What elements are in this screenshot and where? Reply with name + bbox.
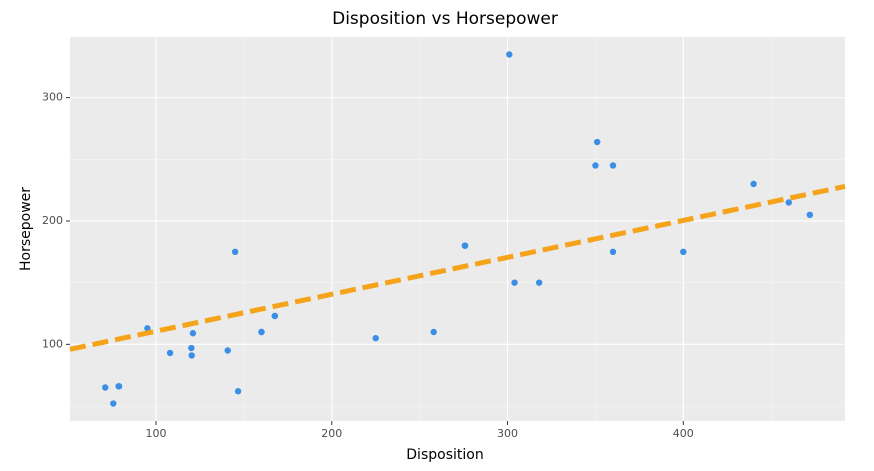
y-tick-label: 200 — [42, 214, 63, 227]
point — [506, 51, 513, 58]
point — [430, 328, 437, 336]
chart-title: Disposition vs Horsepower — [332, 9, 558, 29]
y-axis-title: Horsepower — [18, 187, 34, 271]
point — [110, 400, 117, 407]
point — [188, 344, 195, 352]
point — [102, 384, 109, 391]
panel — [70, 37, 845, 421]
x-axis-title: Disposition — [406, 447, 483, 463]
point — [785, 199, 792, 206]
point — [372, 334, 379, 342]
point — [535, 279, 543, 286]
point — [609, 162, 617, 169]
point — [188, 352, 195, 359]
point — [234, 388, 242, 395]
point — [258, 328, 265, 336]
point — [806, 211, 814, 219]
y-tick-label: 300 — [42, 91, 63, 104]
point — [750, 180, 757, 188]
point — [592, 162, 599, 169]
point — [461, 242, 469, 249]
point — [593, 138, 601, 146]
x-tick-label: 400 — [673, 427, 694, 440]
point — [511, 279, 518, 286]
point — [271, 312, 279, 320]
point — [166, 349, 174, 357]
point — [115, 383, 123, 390]
x-tick-label: 300 — [497, 427, 518, 440]
trend-line — [69, 183, 846, 352]
point — [609, 248, 617, 256]
y-tick-label: 100 — [42, 337, 63, 350]
x-tick-label: 200 — [321, 427, 342, 440]
point — [231, 248, 239, 256]
point — [144, 325, 151, 332]
point — [224, 347, 231, 354]
x-tick-label: 100 — [146, 427, 167, 440]
point — [680, 248, 687, 256]
point — [189, 330, 197, 337]
